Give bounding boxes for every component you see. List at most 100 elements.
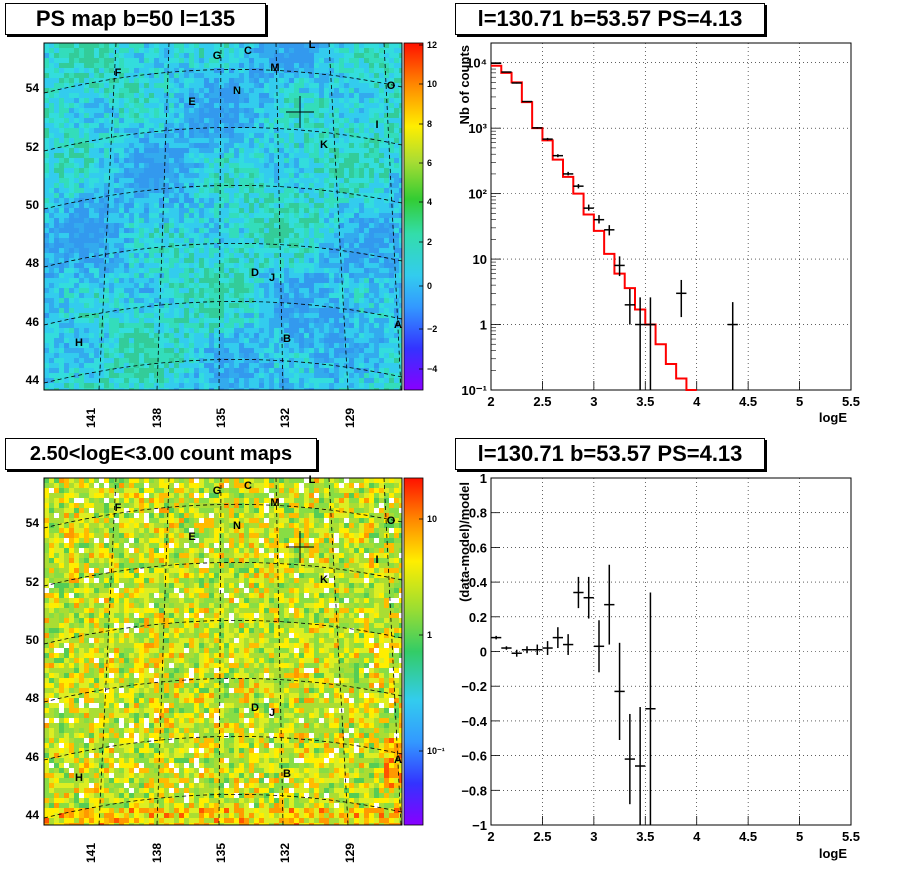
heatmap-cell — [389, 313, 394, 318]
heatmap-cell — [334, 318, 339, 323]
heatmap-cell — [259, 353, 264, 358]
heatmap-cell — [59, 353, 64, 358]
heatmap-cell — [339, 68, 344, 73]
heatmap-cell — [394, 353, 399, 358]
heatmap-cell — [139, 163, 144, 168]
heatmap-cell — [124, 358, 129, 363]
heatmap-cell — [369, 148, 374, 153]
heatmap-cell — [249, 138, 254, 143]
heatmap-cell — [219, 108, 224, 113]
heatmap-cell — [59, 73, 64, 78]
heatmap-cell — [289, 268, 294, 273]
heatmap-cell — [139, 328, 144, 333]
heatmap-cell — [329, 378, 334, 383]
heatmap-cell — [69, 193, 74, 198]
heatmap-cell — [84, 168, 89, 173]
heatmap-cell — [284, 63, 289, 68]
heatmap-cell — [109, 58, 114, 63]
heatmap-cell — [334, 293, 339, 298]
heatmap-cell — [204, 138, 209, 143]
heatmap-cell — [184, 273, 189, 278]
heatmap-cell — [234, 343, 239, 348]
heatmap-cell — [284, 348, 289, 353]
heatmap-cell — [274, 93, 279, 98]
heatmap-cell — [184, 238, 189, 243]
heatmap-cell — [204, 273, 209, 278]
heatmap-cell — [119, 183, 124, 188]
heatmap-cell — [399, 183, 402, 188]
heatmap-cell — [199, 313, 204, 318]
heatmap-cell — [364, 228, 369, 233]
heatmap-cell — [209, 58, 214, 63]
heatmap-cell — [314, 203, 319, 208]
heatmap-cell — [334, 153, 339, 158]
heatmap-cell — [64, 373, 69, 378]
heatmap-cell — [69, 133, 74, 138]
heatmap-cell — [394, 278, 399, 283]
heatmap-cell — [349, 248, 354, 253]
heatmap-cell — [119, 188, 124, 193]
heatmap-cell — [339, 73, 344, 78]
heatmap-cell — [224, 148, 229, 153]
heatmap-cell — [299, 148, 304, 153]
heatmap-cell — [64, 348, 69, 353]
heatmap-cell — [369, 313, 374, 318]
heatmap-cell — [309, 178, 314, 183]
heatmap-cell — [94, 178, 99, 183]
heatmap-cell — [364, 163, 369, 168]
heatmap-cell — [289, 303, 294, 308]
heatmap-cell — [114, 93, 119, 98]
heatmap-cell — [299, 323, 304, 328]
heatmap-cell — [134, 148, 139, 153]
heatmap-cell — [154, 138, 159, 143]
heatmap-cell — [204, 153, 209, 158]
heatmap-cell — [209, 293, 214, 298]
heatmap-cell — [174, 178, 179, 183]
heatmap-cell — [374, 173, 379, 178]
heatmap-cell — [84, 208, 89, 213]
heatmap-cell — [324, 238, 329, 243]
heatmap-cell — [264, 268, 269, 273]
heatmap-cell — [229, 143, 234, 148]
heatmap-cell — [314, 333, 319, 338]
heatmap-cell — [194, 128, 199, 133]
heatmap-cell — [169, 208, 174, 213]
heatmap-cell — [64, 263, 69, 268]
heatmap-cell — [64, 133, 69, 138]
heatmap-cell — [299, 178, 304, 183]
heatmap-cell — [279, 373, 284, 378]
heatmap-cell — [289, 313, 294, 318]
heatmap-cell — [104, 138, 109, 143]
heatmap-cell — [354, 128, 359, 133]
heatmap-cell — [389, 323, 394, 328]
heatmap-cell — [59, 273, 64, 278]
heatmap-cell — [254, 358, 259, 363]
heatmap-cell — [354, 243, 359, 248]
heatmap-cell — [344, 78, 349, 83]
heatmap-cell — [399, 303, 402, 308]
heatmap-cell — [89, 363, 94, 368]
heatmap-cell — [204, 178, 209, 183]
heatmap-cell — [194, 88, 199, 93]
heatmap-cell — [119, 353, 124, 358]
heatmap-cell — [384, 113, 389, 118]
heatmap-cell — [309, 93, 314, 98]
heatmap-cell — [329, 318, 334, 323]
heatmap-cell — [169, 288, 174, 293]
heatmap-cell — [114, 138, 119, 143]
heatmap-cell — [104, 223, 109, 228]
heatmap-cell — [154, 348, 159, 353]
heatmap-cell — [359, 273, 364, 278]
heatmap-cell — [44, 93, 49, 98]
heatmap-cell — [229, 288, 234, 293]
heatmap-cell — [64, 228, 69, 233]
heatmap-cell — [174, 328, 179, 333]
heatmap-cell — [329, 113, 334, 118]
heatmap-cell — [319, 78, 324, 83]
heatmap-cell — [384, 333, 389, 338]
heatmap-cell — [274, 98, 279, 103]
heatmap-cell — [339, 278, 344, 283]
heatmap-cell — [234, 88, 239, 93]
heatmap-cell — [334, 78, 339, 83]
heatmap-cell — [179, 158, 184, 163]
